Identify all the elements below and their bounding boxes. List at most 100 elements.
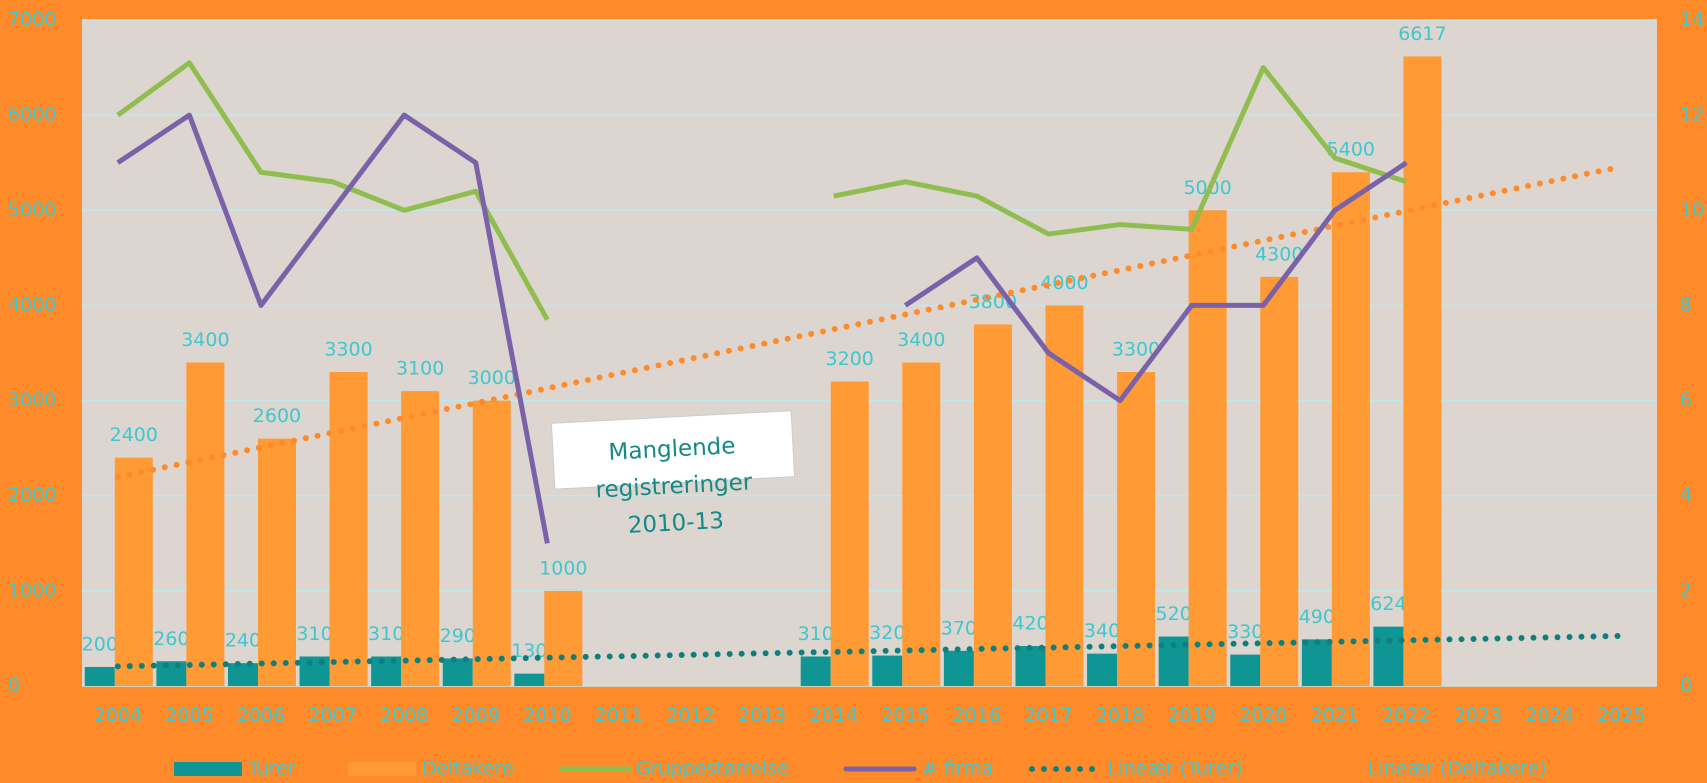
y-tick-label: 0 — [8, 675, 20, 697]
annotation-text: 2010-13 — [627, 508, 724, 539]
data-label: 370 — [941, 617, 977, 639]
y2-tick-label: 12 — [1680, 104, 1704, 126]
x-tick-label: 2004 — [94, 705, 142, 727]
data-label: 3400 — [897, 329, 945, 351]
legend-label: # firma — [922, 758, 994, 780]
trend-line — [114, 632, 1625, 670]
data-label: 3000 — [468, 367, 516, 389]
data-label: 310 — [296, 623, 332, 645]
data-label: 320 — [869, 622, 905, 644]
x-tick-label: 2021 — [1311, 705, 1359, 727]
bar — [1015, 646, 1046, 686]
bar — [973, 324, 1012, 686]
y-tick-label: 6000 — [8, 104, 56, 126]
data-label: 260 — [153, 628, 189, 650]
bar — [227, 663, 258, 686]
y2-tick-label: 4 — [1680, 484, 1692, 506]
x-tick-label: 2011 — [595, 705, 643, 727]
x-tick-label: 2024 — [1525, 705, 1573, 727]
legend-swatch — [348, 762, 416, 776]
y2-tick-label: 14 — [1680, 9, 1704, 31]
data-label: 5400 — [1327, 139, 1375, 161]
bar — [1301, 639, 1332, 686]
data-label: 2400 — [110, 424, 158, 446]
y-tick-label: 3000 — [8, 389, 56, 411]
x-tick-label: 2019 — [1167, 705, 1215, 727]
trend-line — [114, 163, 1625, 480]
bar — [902, 362, 941, 686]
data-label: 310 — [368, 623, 404, 645]
data-label: 3100 — [396, 358, 444, 380]
bar — [1331, 172, 1370, 686]
y2-tick-label: 10 — [1680, 199, 1704, 221]
bar — [544, 590, 583, 686]
x-tick-label: 2008 — [380, 705, 428, 727]
data-label: 240 — [225, 630, 261, 652]
data-label: 420 — [1012, 613, 1048, 635]
data-label: 4000 — [1040, 272, 1088, 294]
x-tick-label: 2012 — [666, 705, 714, 727]
y2-tick-label: 6 — [1680, 389, 1692, 411]
bar — [800, 656, 831, 686]
data-label: 520 — [1156, 603, 1192, 625]
y2-tick-label: 8 — [1680, 294, 1692, 316]
bar — [114, 457, 153, 686]
legend-label: Turer — [247, 758, 296, 780]
bar — [1117, 372, 1156, 686]
y-tick-label: 1000 — [8, 579, 56, 601]
legend-label: Deltakere — [422, 758, 514, 780]
x-tick-label: 2005 — [165, 705, 213, 727]
bar — [299, 656, 330, 686]
y-tick-label: 2000 — [8, 484, 56, 506]
bar — [156, 661, 187, 686]
bar — [1045, 305, 1084, 686]
y-tick-label: 4000 — [8, 294, 56, 316]
legend-label: Gruppestørrelse — [636, 758, 789, 780]
legend-label: Lineær (Turer) — [1108, 758, 1243, 780]
bar — [84, 666, 115, 686]
bar — [257, 438, 296, 686]
bar — [1087, 653, 1118, 686]
data-label: 340 — [1084, 620, 1120, 642]
bar — [442, 658, 473, 686]
y2-tick-label: 0 — [1680, 675, 1692, 697]
x-tick-label: 2020 — [1239, 705, 1287, 727]
data-label: 200 — [82, 633, 118, 655]
bar — [329, 372, 368, 686]
x-tick-label: 2014 — [810, 705, 858, 727]
bar — [1373, 626, 1404, 686]
annotation-box — [550, 410, 796, 490]
data-label: 4300 — [1255, 243, 1303, 265]
data-label: 1000 — [539, 557, 587, 579]
line-series — [116, 60, 1408, 321]
bar — [1188, 210, 1227, 687]
data-label: 3400 — [181, 329, 229, 351]
data-label: 490 — [1299, 606, 1335, 628]
y-tick-label: 5000 — [8, 199, 56, 221]
bar — [514, 673, 545, 686]
bar — [1260, 276, 1299, 686]
data-label: 3200 — [826, 348, 874, 370]
x-tick-label: 2017 — [1024, 705, 1072, 727]
x-tick-label: 2023 — [1454, 705, 1502, 727]
legend-swatch — [174, 762, 242, 776]
data-label: 310 — [798, 623, 834, 645]
x-tick-label: 2025 — [1597, 705, 1645, 727]
bar — [1403, 56, 1442, 687]
x-tick-label: 2010 — [523, 705, 571, 727]
bar — [1230, 654, 1261, 686]
x-tick-label: 2007 — [308, 705, 356, 727]
data-label: 6617 — [1398, 23, 1446, 45]
line-series — [116, 112, 1408, 544]
bar — [401, 391, 440, 686]
data-label: 290 — [440, 625, 476, 647]
y-tick-label: 7000 — [8, 9, 56, 31]
x-tick-label: 2009 — [452, 705, 500, 727]
x-tick-label: 2016 — [953, 705, 1001, 727]
bar — [186, 362, 225, 686]
bar — [830, 381, 869, 686]
bar — [472, 400, 511, 686]
y2-tick-label: 2 — [1680, 579, 1692, 601]
bar — [943, 650, 974, 686]
data-label: 2600 — [253, 405, 301, 427]
